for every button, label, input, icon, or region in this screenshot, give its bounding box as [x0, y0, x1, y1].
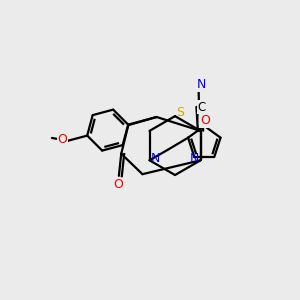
Text: N: N [197, 78, 206, 91]
Text: N: N [190, 152, 199, 165]
Text: N: N [151, 152, 160, 165]
Text: S: S [176, 106, 184, 119]
Text: O: O [58, 133, 68, 146]
Text: C: C [198, 101, 206, 114]
Text: O: O [200, 114, 210, 127]
Text: O: O [113, 178, 123, 191]
